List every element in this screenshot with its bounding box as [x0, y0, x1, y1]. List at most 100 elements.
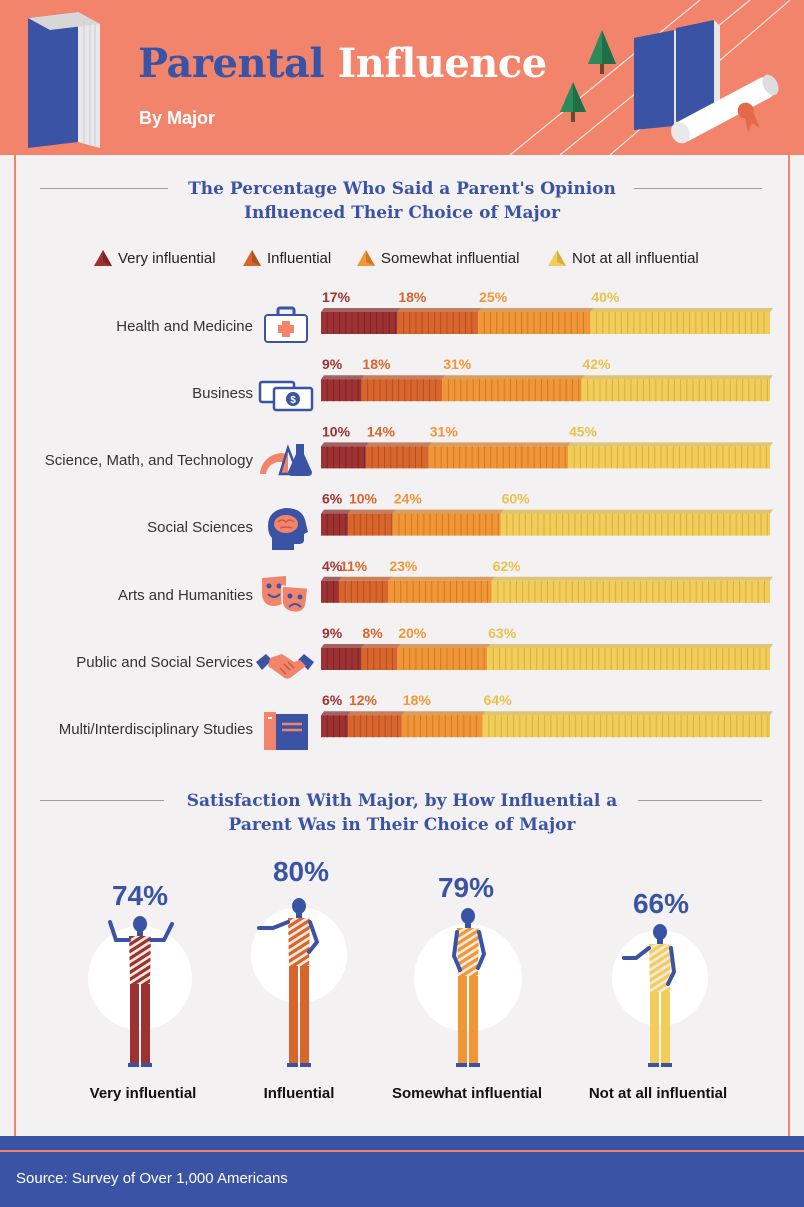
legend-item-very: Very influential [94, 246, 216, 270]
triangle-icon [243, 250, 261, 266]
bar-segment [397, 644, 491, 670]
page-title: Parental Influence [138, 40, 547, 87]
bar-segment [321, 509, 351, 536]
bar-segment [482, 711, 773, 738]
figure-label: Not at all influential [588, 1085, 728, 1102]
satisfaction-value: 66% [632, 888, 690, 919]
legend-label: Influential [267, 249, 332, 267]
bar-value-label: 25% [479, 289, 508, 305]
section-title-satisfaction: Satisfaction With Major, by How Influent… [0, 789, 804, 837]
section-title-line: Satisfaction With Major, by How Influent… [186, 791, 618, 811]
theater-masks-icon [262, 576, 309, 614]
bar-segment [500, 509, 773, 536]
divider-right [634, 188, 762, 189]
bar-value-label: 9% [322, 356, 343, 372]
bar-value-label: 8% [362, 625, 383, 641]
bar-segment [428, 442, 571, 469]
book-icon [28, 12, 100, 148]
figure-label: Somewhat influential [391, 1085, 542, 1102]
legend-label: Not at all influential [572, 249, 699, 267]
bar-value-label: 64% [484, 692, 513, 708]
bar-value-label: 10% [349, 491, 378, 507]
bar-value-label: 6% [322, 692, 343, 708]
bar-segment [590, 308, 773, 334]
bar-segment [581, 375, 773, 402]
satisfaction-value: 79% [437, 872, 495, 903]
bar-value-label: 4% [322, 558, 343, 574]
bar-value-label: 20% [398, 625, 427, 641]
legend-item-not-at-all: Not at all influential [548, 246, 699, 270]
legend-label: Very influential [118, 249, 216, 267]
books-stack-icon [634, 20, 720, 130]
bar-value-label: 11% [340, 558, 368, 574]
bar-segment [392, 509, 504, 536]
category-label: Social Sciences [147, 519, 253, 536]
bar-segment [567, 442, 773, 469]
title-part2: Influence [337, 40, 548, 87]
tree-icon [560, 82, 586, 122]
bar-segment [365, 442, 432, 469]
bar-segment [478, 308, 594, 334]
divider-left [40, 188, 168, 189]
bar-value-label: 18% [362, 356, 391, 372]
bar-value-label: 14% [367, 423, 396, 439]
bar-value-label: 45% [569, 423, 598, 439]
first-aid-kit-icon [264, 306, 308, 343]
brain-head-icon [268, 508, 308, 550]
bar-value-label: 24% [394, 491, 423, 507]
bar-value-label: 63% [488, 625, 517, 641]
bar-value-label: 6% [322, 491, 343, 507]
diploma-icon [670, 74, 779, 144]
bar-segment [321, 442, 369, 469]
bar-segment [321, 644, 365, 670]
bar-segment [347, 711, 405, 738]
money-icon: $ [258, 380, 314, 412]
legend-item-influential: Influential [243, 246, 331, 270]
category-label: Science, Math, and Technology [44, 452, 253, 469]
handshake-icon [256, 654, 314, 679]
bar-segment [401, 711, 486, 738]
science-tools-icon [260, 444, 312, 476]
bar-value-label: 42% [582, 356, 611, 372]
tree-icon [588, 30, 616, 74]
books-icon [264, 712, 308, 750]
figure-label: Very influential [89, 1085, 197, 1102]
category-label: Public and Social Services [76, 654, 253, 671]
divider-left [40, 800, 164, 801]
figure-label: Influential [263, 1085, 335, 1102]
bar-segment [397, 308, 482, 334]
section-title-line: Parent Was in Their Choice of Major [228, 815, 576, 835]
bar-value-label: 18% [398, 289, 427, 305]
source-note: Source: Survey of Over 1,000 Americans [16, 1170, 288, 1187]
triangle-icon [548, 250, 566, 266]
bar-segment [361, 375, 446, 402]
person-figure [612, 924, 708, 1067]
legend-item-somewhat: Somewhat influential [357, 246, 519, 270]
bar-value-label: 10% [322, 423, 351, 439]
footer: Source: Survey of Over 1,000 Americans [0, 1136, 804, 1207]
bar-value-label: 60% [502, 491, 531, 507]
triangle-icon [357, 250, 375, 266]
bar-segment [321, 711, 351, 738]
bar-segment [321, 308, 401, 334]
bar-segment [442, 375, 585, 402]
person-figure [251, 898, 347, 1067]
chart-legend: Very influential Influential Somewhat in… [0, 246, 804, 270]
bar-value-label: 40% [591, 289, 620, 305]
bar-value-label: 31% [430, 423, 459, 439]
divider-right [638, 800, 762, 801]
person-figure [414, 908, 522, 1067]
bar-value-label: 12% [349, 692, 378, 708]
page-subtitle: By Major [139, 108, 216, 128]
bar-segment [361, 644, 401, 670]
satisfaction-value: 80% [272, 856, 330, 887]
footer-rule [0, 1150, 804, 1152]
bar-segment [388, 576, 495, 603]
bar-value-label: 17% [322, 289, 351, 305]
bar-value-label: 23% [389, 558, 418, 574]
person-figure [88, 916, 192, 1067]
satisfaction-figures [88, 898, 708, 1067]
content-frame [14, 155, 790, 1140]
bar-segment [491, 576, 773, 603]
category-label: Business [192, 385, 253, 402]
